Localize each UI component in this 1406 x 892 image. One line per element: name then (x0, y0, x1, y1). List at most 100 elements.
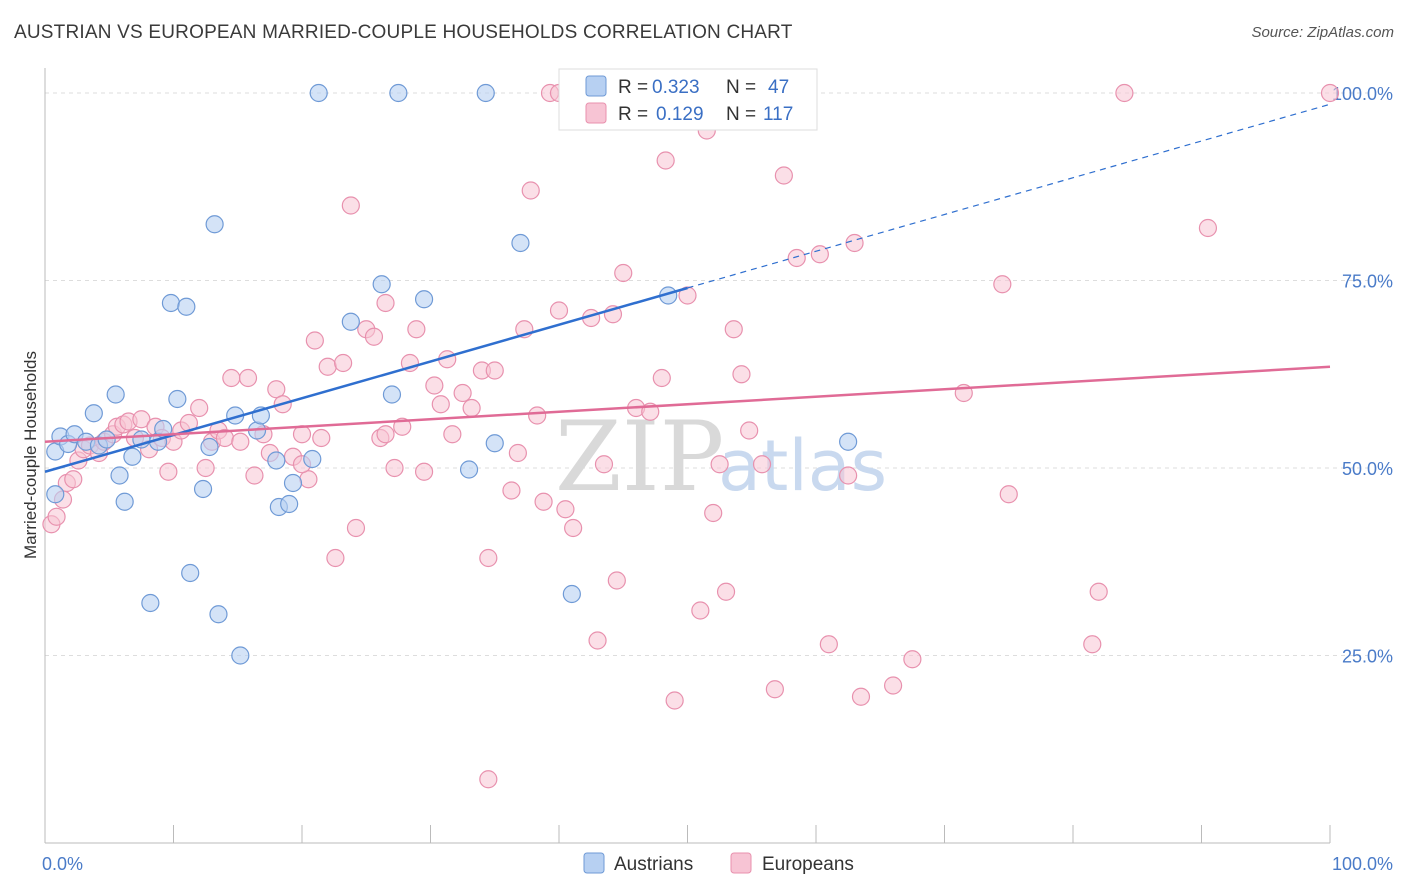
europeans-point-40 (312, 428, 331, 448)
bottom-legend-swatch-europeans (730, 852, 752, 874)
europeans-point-113 (376, 425, 395, 444)
austrians-point-26 (231, 646, 250, 665)
europeans-point-76 (594, 455, 614, 474)
axes (44, 68, 1331, 844)
austrians-point-43 (511, 233, 530, 253)
austrians-point-35 (341, 312, 360, 331)
europeans-point-30 (238, 368, 258, 388)
europeans-point-41 (318, 357, 337, 376)
y-tick-label-1: 50.0% (1342, 459, 1393, 479)
austrians-trend-line (44, 286, 688, 473)
europeans-point-109 (1198, 218, 1218, 238)
europeans-point-87 (710, 455, 729, 474)
europeans-point-62 (479, 548, 498, 568)
austrians-point-37 (382, 385, 402, 404)
europeans-point-60 (462, 398, 481, 418)
europeans-point-78 (614, 263, 633, 283)
europeans-point-59 (453, 383, 472, 403)
europeans-point-107 (1089, 582, 1108, 601)
europeans-point-23 (190, 398, 209, 418)
austrians-point-14 (141, 593, 160, 613)
y-tick-labels: 25.0% 50.0% 75.0% 100.0% (1332, 84, 1393, 667)
europeans-point-115 (652, 368, 671, 388)
y-axis-label: Married-couple Households (21, 351, 40, 559)
europeans-point-94 (774, 166, 793, 185)
austrians-point-24 (209, 605, 228, 624)
bottom-legend: Austrians Europeans (583, 852, 854, 875)
legend-swatch-europeans (585, 102, 607, 124)
europeans-point-44 (341, 196, 360, 215)
x-tick-labels: 0.0% 100.0% (42, 854, 1393, 874)
trend-lines (44, 103, 1331, 473)
austrians-point-31 (280, 494, 299, 514)
europeans-point-108 (1115, 83, 1134, 103)
europeans-point-72 (556, 500, 575, 519)
watermark-zip: ZIP (555, 401, 724, 513)
europeans-point-110 (1320, 83, 1340, 103)
legend-n-value-austrians: 47 (768, 77, 789, 98)
legend-swatch-austrians (585, 75, 607, 97)
europeans-point-49 (376, 293, 395, 313)
europeans-point-67 (521, 181, 540, 200)
europeans-point-100 (851, 687, 871, 706)
legend-n-label-europeans: N = (726, 104, 756, 125)
austrians-point-21 (193, 479, 213, 499)
europeans-point-1 (47, 507, 66, 526)
europeans-point-29 (231, 432, 250, 451)
europeans-point-96 (810, 245, 829, 264)
europeans-point-92 (752, 455, 772, 474)
europeans-point-4 (64, 470, 83, 489)
grid-lines (45, 92, 1370, 656)
europeans-point-75 (588, 631, 607, 650)
europeans-point-114 (607, 571, 626, 590)
europeans-point-89 (724, 320, 743, 339)
europeans-point-31 (245, 466, 264, 485)
austrians-point-29 (267, 451, 286, 470)
europeans-point-43 (334, 353, 353, 373)
chart-title: AUSTRIAN VS EUROPEAN MARRIED-COUPLE HOUS… (14, 22, 793, 43)
europeans-point-34 (267, 380, 286, 399)
europeans-point-99 (845, 233, 864, 253)
watermark: ZIP atlas (555, 401, 887, 513)
europeans-point-15 (132, 410, 151, 429)
europeans-point-64 (502, 481, 521, 500)
austrians-point-0 (46, 485, 65, 504)
europeans-trend-line (44, 365, 1331, 443)
europeans-point-93 (765, 680, 784, 699)
europeans-point-91 (740, 421, 759, 440)
europeans-point-54 (414, 462, 434, 481)
europeans-point-86 (704, 503, 723, 523)
europeans-point-50 (385, 458, 404, 478)
bottom-legend-swatch-austrians (583, 852, 605, 874)
x-tick-label-1: 100.0% (1332, 854, 1393, 874)
austrians-point-9 (106, 385, 125, 404)
europeans-point-84 (691, 601, 710, 620)
austrians-point-19 (177, 297, 196, 316)
europeans-point-83 (678, 286, 697, 305)
europeans-point-73 (564, 518, 583, 538)
legend-n-value-europeans: 117 (763, 104, 793, 125)
europeans-point-45 (346, 518, 366, 538)
bottom-legend-europeans: Europeans (762, 854, 854, 875)
austrians-point-18 (168, 389, 187, 409)
austrians-point-40 (476, 83, 495, 103)
europeans-point-56 (431, 395, 450, 414)
europeans-point-68 (528, 406, 547, 425)
austrians-point-12 (123, 447, 142, 466)
europeans-point-65 (508, 443, 527, 463)
europeans-point-82 (665, 691, 684, 710)
europeans-point-51 (393, 417, 412, 436)
europeans-point-39 (305, 331, 324, 350)
europeans-point-81 (656, 151, 675, 170)
europeans-point-88 (716, 582, 736, 601)
europeans-point-71 (549, 301, 569, 320)
austrians-point-23 (205, 215, 224, 234)
austrians-trend-extension (687, 103, 1331, 289)
austrians-point-32 (283, 473, 303, 493)
legend-r-label-europeans: R = (618, 104, 648, 125)
europeans-point-28 (222, 368, 241, 388)
europeans-point-63 (485, 361, 504, 380)
austrians-point-45 (839, 432, 858, 451)
austrians-point-44 (562, 584, 581, 604)
